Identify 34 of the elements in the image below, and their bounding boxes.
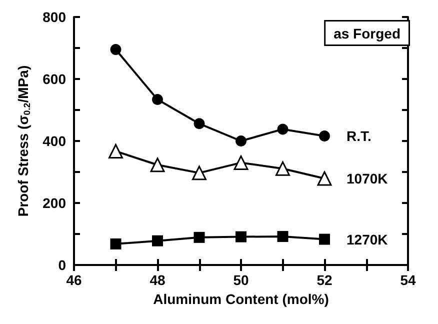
point xyxy=(277,230,288,242)
point xyxy=(152,235,163,246)
x-tick-label: 46 xyxy=(66,272,82,288)
y-tick-label: 200 xyxy=(42,195,66,211)
legend-label: 1270K xyxy=(346,231,388,248)
y-axis-title: Proof Stress (σ0.2/MPa) xyxy=(15,65,32,217)
point xyxy=(234,155,248,170)
legend-label: R.T. xyxy=(346,128,372,144)
legend-label: 1070K xyxy=(346,170,388,187)
point xyxy=(152,94,163,105)
y-tick-label: 600 xyxy=(42,71,66,87)
x-tick-label: 54 xyxy=(400,272,416,288)
annotation: as Forged xyxy=(334,26,401,42)
point xyxy=(150,158,165,172)
point xyxy=(110,44,122,56)
point xyxy=(192,166,206,180)
point xyxy=(319,234,330,245)
x-tick-label: 52 xyxy=(316,272,332,288)
point xyxy=(317,171,332,186)
point xyxy=(194,232,205,243)
point xyxy=(194,118,205,130)
x-tick-label: 50 xyxy=(233,272,249,288)
point xyxy=(236,136,246,146)
y-tick-label: 0 xyxy=(58,257,66,273)
y-tick-label: 400 xyxy=(42,133,66,149)
point xyxy=(108,144,123,158)
y-tick-label: 800 xyxy=(42,9,66,25)
point xyxy=(110,238,122,250)
point xyxy=(319,130,330,142)
point xyxy=(276,161,290,176)
x-tick-label: 48 xyxy=(150,272,166,288)
point xyxy=(277,124,288,135)
point xyxy=(236,231,246,242)
x-axis-title: Aluminum Content (mol%) xyxy=(153,290,329,307)
